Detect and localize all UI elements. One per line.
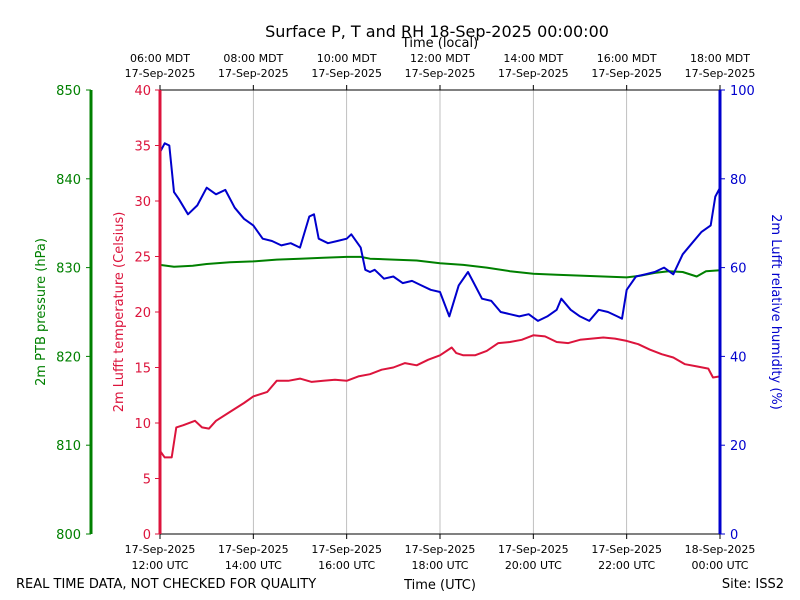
x-tick-label-local-time: 18:00 MDT xyxy=(690,52,750,65)
bottom-axis-label: Time (UTC) xyxy=(403,578,476,593)
x-tick-label-local-time: 12:00 MDT xyxy=(410,52,470,65)
temperature-axis-label: 2m Lufft temperature (Celsius) xyxy=(112,212,127,413)
x-tick-label-local-date: 17-Sep-2025 xyxy=(498,67,569,80)
top-axis-label: Time (local) xyxy=(401,36,478,51)
temperature-tick-label: 20 xyxy=(134,306,151,321)
x-tick-label-local-date: 17-Sep-2025 xyxy=(685,67,756,80)
x-tick-label-local-date: 17-Sep-2025 xyxy=(125,67,196,80)
grid-lines xyxy=(252,90,628,534)
x-tick-label-utc-date: 17-Sep-2025 xyxy=(591,543,662,556)
x-tick-label-local-date: 17-Sep-2025 xyxy=(405,67,476,80)
x-tick-label-local-time: 10:00 MDT xyxy=(317,52,377,65)
humidity-tick-label: 80 xyxy=(730,173,747,188)
x-tick-label-local-time: 08:00 MDT xyxy=(223,52,283,65)
x-tick-label-local-time: 14:00 MDT xyxy=(503,52,563,65)
chart-title: Surface P, T and RH 18-Sep-2025 00:00:00 xyxy=(265,22,609,41)
site-label: Site: ISS2 xyxy=(722,577,784,592)
pressure-tick-label: 830 xyxy=(56,262,81,277)
humidity-tick-label: 0 xyxy=(730,528,738,543)
x-tick-label-utc-date: 17-Sep-2025 xyxy=(311,543,382,556)
temperature-tick-label: 5 xyxy=(143,473,151,488)
x-tick-label-utc-date: 17-Sep-2025 xyxy=(218,543,289,556)
quality-disclaimer: REAL TIME DATA, NOT CHECKED FOR QUALITY xyxy=(16,577,316,592)
pressure-tick-label: 810 xyxy=(56,439,81,454)
x-tick-label-utc-date: 17-Sep-2025 xyxy=(498,543,569,556)
temperature-tick-label: 15 xyxy=(134,362,151,377)
temperature-tick-label: 0 xyxy=(143,528,151,543)
x-tick-label-local-date: 17-Sep-2025 xyxy=(218,67,289,80)
temperature-tick-label: 30 xyxy=(134,195,151,210)
pressure-tick-label: 800 xyxy=(56,528,81,543)
x-tick-label-utc-time: 16:00 UTC xyxy=(318,559,375,572)
x-tick-label-utc-date: 17-Sep-2025 xyxy=(125,543,196,556)
x-tick-label-utc-date: 18-Sep-2025 xyxy=(685,543,756,556)
humidity-series-line xyxy=(159,142,721,322)
pressure-tick-label: 840 xyxy=(56,173,81,188)
x-tick-label-local-date: 17-Sep-2025 xyxy=(591,67,662,80)
x-tick-label-local-time: 16:00 MDT xyxy=(597,52,657,65)
x-tick-label-utc-date: 17-Sep-2025 xyxy=(405,543,476,556)
humidity-tick-label: 60 xyxy=(730,262,747,277)
x-tick-label-local-date: 17-Sep-2025 xyxy=(311,67,382,80)
x-tick-label-utc-time: 14:00 UTC xyxy=(225,559,282,572)
humidity-tick-label: 100 xyxy=(730,84,755,99)
x-tick-label-utc-time: 12:00 UTC xyxy=(131,559,188,572)
temperature-tick-label: 25 xyxy=(134,251,151,266)
x-tick-label-utc-time: 20:00 UTC xyxy=(505,559,562,572)
x-tick-label-utc-time: 00:00 UTC xyxy=(691,559,748,572)
temperature-series-line xyxy=(159,334,721,459)
series-layer xyxy=(159,142,721,459)
pressure-series-line xyxy=(159,255,721,279)
humidity-tick-label: 20 xyxy=(730,439,747,454)
x-tick-label-local-time: 06:00 MDT xyxy=(130,52,190,65)
axes-layer: 17-Sep-2025 12:00 UTC 06:00 MDT 17-Sep-2025… xyxy=(56,52,755,572)
humidity-tick-label: 40 xyxy=(730,350,747,365)
temperature-tick-label: 40 xyxy=(134,84,151,99)
temperature-tick-label: 10 xyxy=(134,417,151,432)
pressure-tick-label: 820 xyxy=(56,350,81,365)
humidity-axis-label: 2m Lufft relative humidity (%) xyxy=(768,214,783,410)
pressure-tick-label: 850 xyxy=(56,84,81,99)
x-tick-label-utc-time: 22:00 UTC xyxy=(598,559,655,572)
pressure-axis-label: 2m PTB pressure (hPa) xyxy=(34,238,49,386)
temperature-tick-label: 35 xyxy=(134,140,151,155)
x-tick-label-utc-time: 18:00 UTC xyxy=(411,559,468,572)
